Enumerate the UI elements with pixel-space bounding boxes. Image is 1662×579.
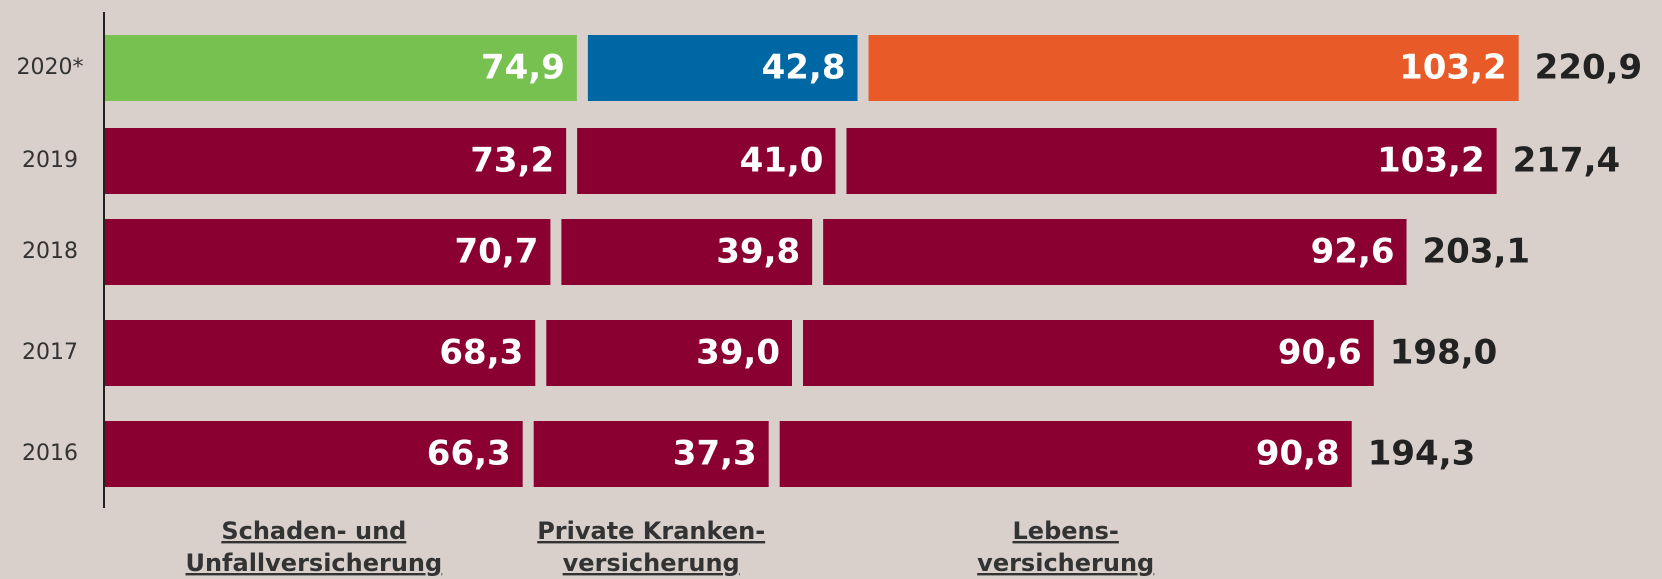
total-label: 198,0 [1390,333,1498,373]
total-label: 217,4 [1513,141,1621,181]
bar-segment [779,421,1352,487]
bar-segment [546,320,792,386]
bar-segment [587,35,858,101]
data-label: 103,2 [1377,141,1485,181]
data-label: 41,0 [740,141,824,181]
y-tick-label: 2019 [22,148,78,173]
bar-segment [105,219,551,285]
data-label: 103,2 [1399,48,1507,88]
data-label: 68,3 [439,333,523,373]
bar-segment [577,128,836,194]
data-label: 39,0 [696,333,780,373]
bar-segment [105,320,536,386]
bar-segment [802,320,1374,386]
legend-label: Schaden- und Unfallversicherung [185,517,442,577]
data-label: 66,3 [427,434,511,474]
total-label: 194,3 [1368,434,1476,474]
bar-segment [846,128,1497,194]
y-tick-label: 2018 [22,239,78,264]
data-label: 37,3 [673,434,757,474]
legend-label: Lebens-versicherung [977,517,1154,577]
y-tick-label: 2020* [17,55,84,80]
total-label: 220,9 [1535,48,1643,88]
data-label: 73,2 [470,141,554,181]
data-label: 92,6 [1311,232,1395,272]
bar-segment [105,421,523,487]
legend-label: Private Kranken-versicherung [537,517,765,577]
bar-segment [561,219,813,285]
data-label: 74,9 [481,48,565,88]
total-label: 203,1 [1423,232,1531,272]
bar-segment [105,128,567,194]
data-label: 90,6 [1278,333,1362,373]
bar-segment [105,35,577,101]
data-label: 39,8 [716,232,800,272]
bar-segment [533,421,769,487]
data-label: 90,8 [1256,434,1340,474]
bar-segment [868,35,1519,101]
data-label: 70,7 [455,232,539,272]
y-tick-label: 2017 [22,340,78,365]
bar-segment [823,219,1407,285]
y-tick-label: 2016 [22,441,78,466]
data-label: 42,8 [762,48,846,88]
